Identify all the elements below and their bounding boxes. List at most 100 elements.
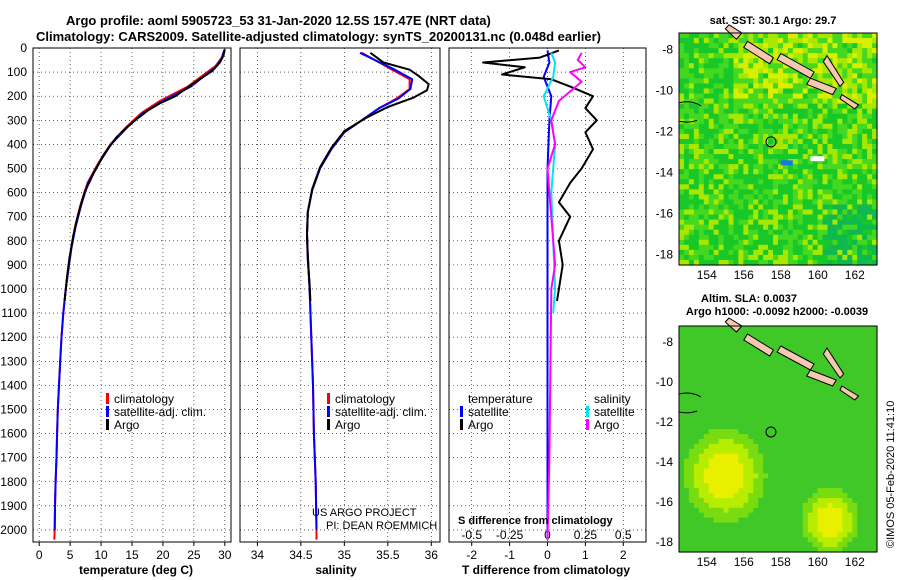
map-cell [867,419,873,425]
map-cell [723,384,730,391]
map-cell [713,199,720,206]
map-cell [683,394,690,401]
map-cell [718,73,725,79]
map-cell [802,154,809,160]
map-cell [693,424,700,430]
map-cell [753,434,759,440]
map-cell [698,219,705,226]
map-cell [822,493,829,499]
map-cell [797,133,804,140]
map-cell [872,360,878,366]
map-cell [802,259,809,266]
map-cell [817,88,824,95]
map-cell [827,234,834,241]
map-cell [867,184,873,190]
map-cell [782,234,789,241]
map-cell [763,214,769,221]
map-cell [862,335,868,342]
map-cell [763,93,769,100]
map-cell [862,532,868,538]
map-cell [713,209,720,216]
map-cell [718,350,725,357]
map-cell [679,453,685,460]
map-cell [817,174,824,180]
title-line-2: Climatology: CARS2009. Satellite-adjuste… [36,29,601,44]
map-cell [797,522,804,529]
legend-swatch-satellite [106,406,109,417]
map-cell [693,365,700,371]
map-cell [832,113,838,120]
map-cell [872,419,878,425]
map-cell [758,103,764,110]
difference-legend: temperature satellite Argo salinity sate… [460,392,635,432]
map-cell [802,103,809,110]
map-cell [852,483,858,489]
depth-tick-label: 0 [20,41,27,55]
map-cell [733,453,739,460]
map-cell [872,249,878,256]
map-cell [802,194,809,201]
map-cell [852,128,858,135]
map-cell [698,204,705,211]
map-cell [792,409,799,416]
map-cell [683,83,690,90]
map-cell [718,244,725,251]
map-cell [852,478,858,484]
map-cell [713,532,720,538]
map-cell [758,38,764,44]
map-cell [852,429,858,435]
map-cell [768,448,774,455]
map-cell [857,537,863,543]
map-cell [693,78,700,85]
map-cell [787,434,794,440]
map-cell [812,350,819,357]
map-cell [807,53,814,59]
map-x-tick-label: 160 [808,555,828,569]
map-cell [792,399,799,406]
map-cell [847,33,853,39]
map-cell [797,414,804,420]
map-cell [703,138,710,145]
map-cell [713,58,720,64]
map-cell [787,224,794,231]
map-cell [738,184,744,190]
map-cell [758,409,764,416]
map-cell [753,380,759,386]
map-cell [708,424,715,430]
map-cell [778,335,784,342]
map-cell [862,522,868,529]
map-cell [782,133,789,140]
map-cell [862,488,868,494]
map-cell [773,229,779,236]
map-cell [688,345,695,352]
map-cell [847,214,853,221]
map-cell [773,399,779,406]
map-cell [782,542,789,548]
map-cell [743,83,749,90]
map-cell [748,254,754,261]
map-cell [718,414,725,420]
map-cell [812,133,819,140]
map-cell [693,128,700,135]
map-cell [763,384,769,391]
map-cell [688,468,695,474]
map-cell [787,335,794,342]
map-cell [738,424,744,430]
map-cell [773,434,779,440]
map-cell [679,448,685,455]
map-cell [753,154,759,160]
map-cell [679,370,685,376]
map-cell [698,355,705,361]
map-cell [872,113,878,120]
map-cell [679,199,685,206]
map-cell [698,434,705,440]
map-cell [852,189,858,195]
map-cell [688,394,695,401]
map-cell [832,143,838,150]
map-cell [753,478,759,484]
map-cell [703,33,710,39]
map-cell [723,439,730,445]
map-cell [773,194,779,201]
map-cell [688,209,695,216]
map-cell [733,439,739,445]
